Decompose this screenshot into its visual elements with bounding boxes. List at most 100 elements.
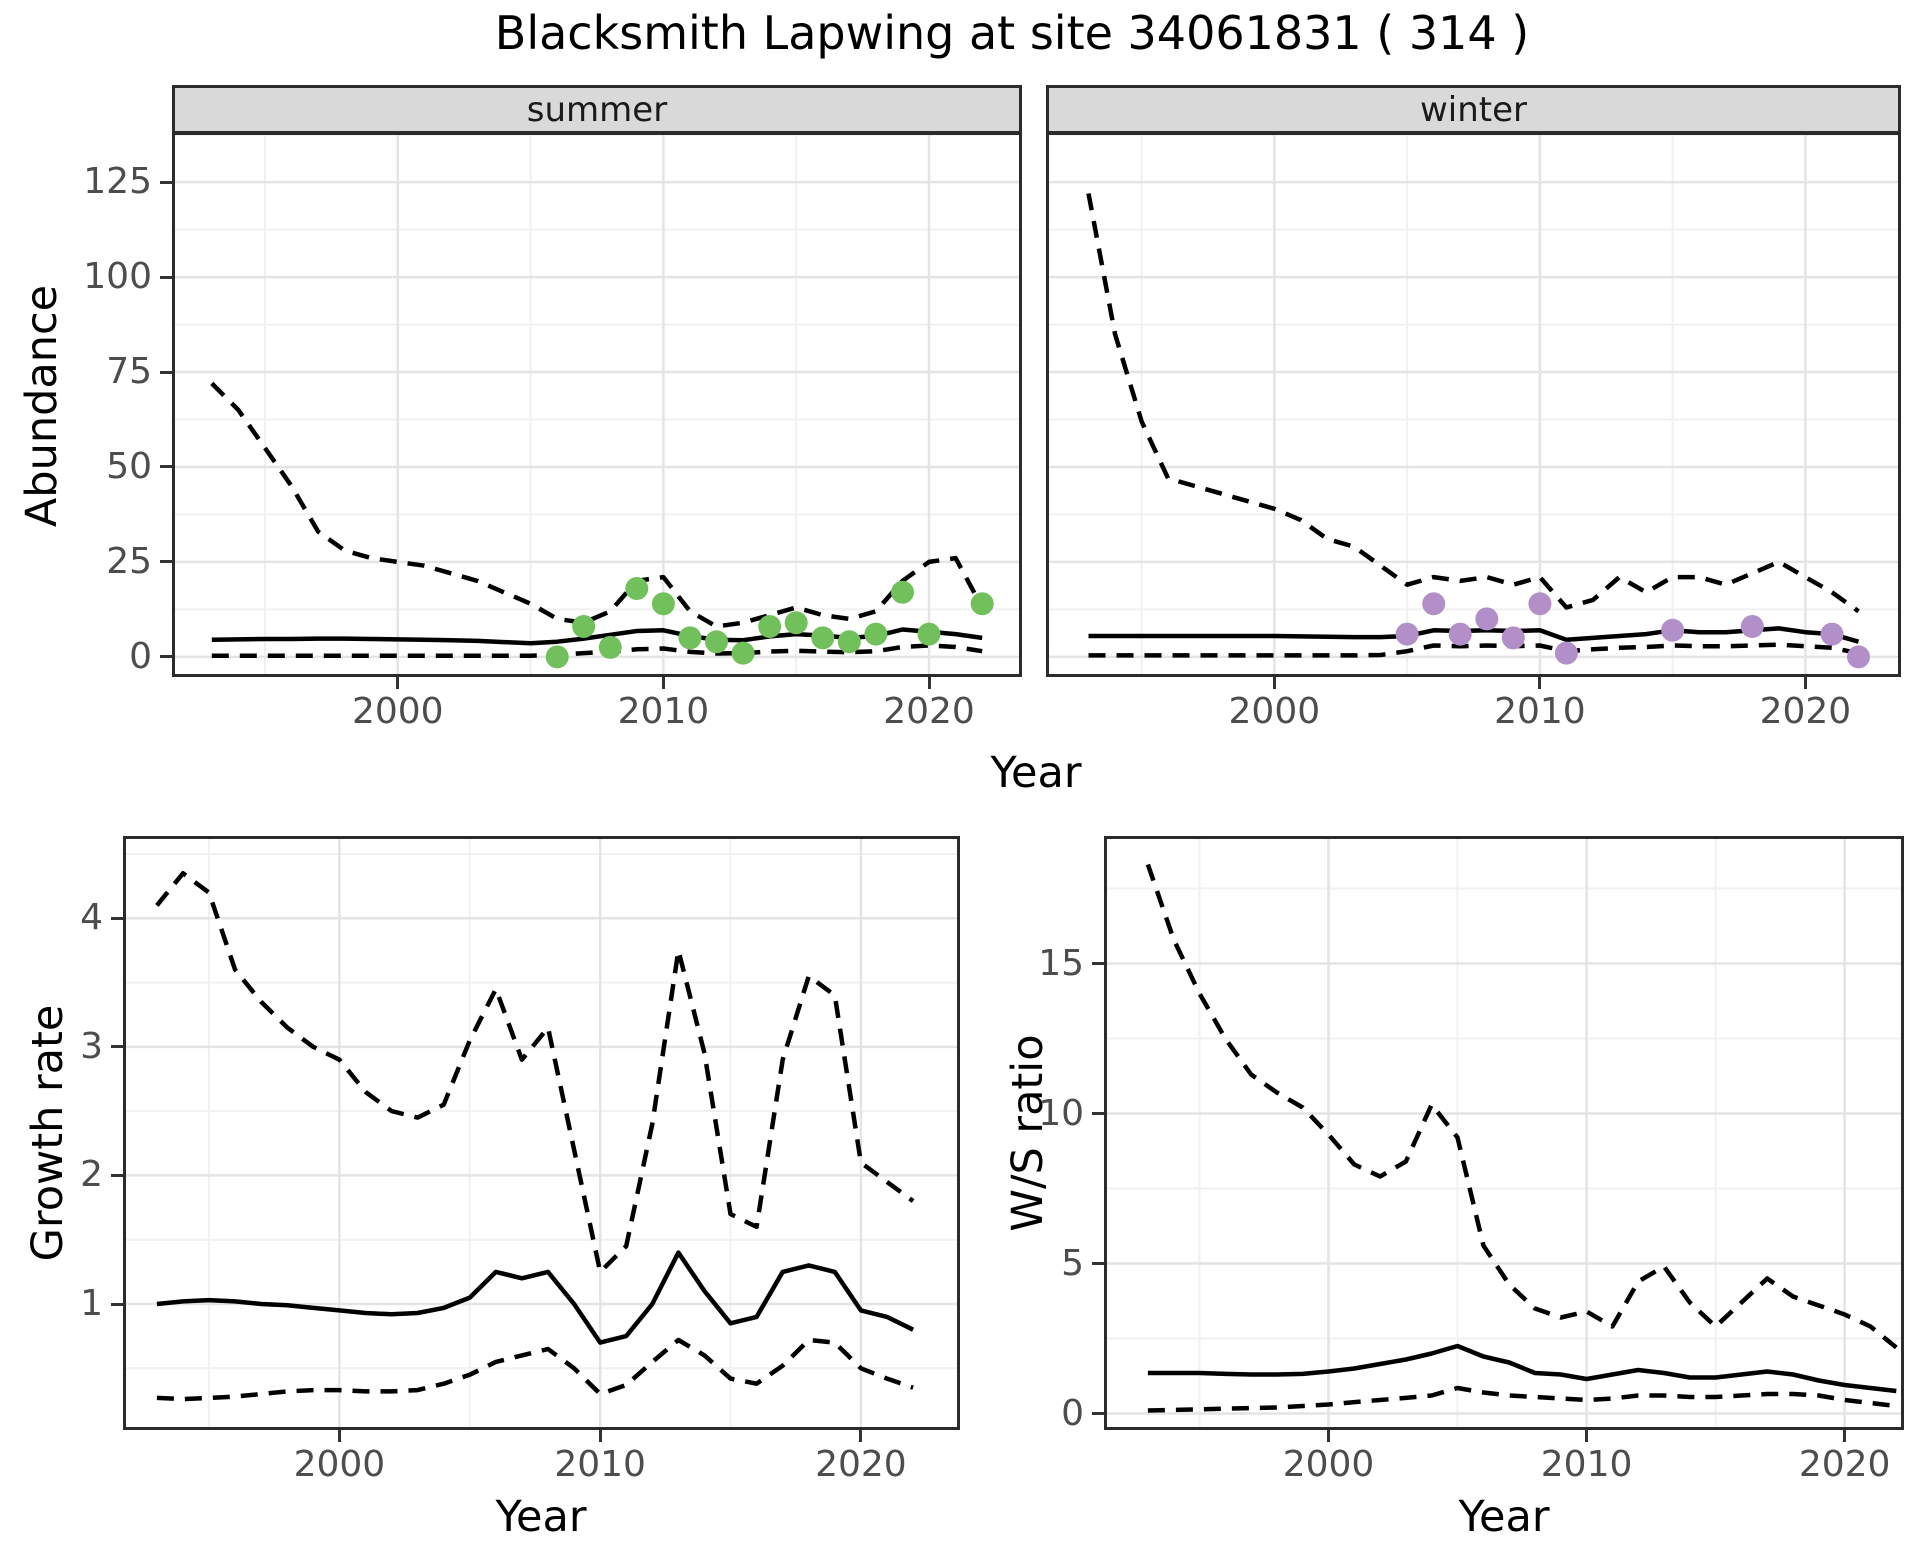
facet-label-winter: winter [1419,89,1528,130]
data-point-abundance_summer [837,630,861,654]
x-tick-mark [1585,1430,1589,1442]
panel-ws-ratio [1104,836,1904,1430]
y-tick-mark [1092,1262,1104,1265]
series-upper_ci [210,381,985,629]
data-point-abundance_summer [917,622,941,646]
chart-plot-area-growth_rate [123,836,960,1430]
facet-strip-summer: summer [172,85,1022,134]
y-tick-mark [160,655,172,659]
series-lower_ci [1147,1385,1897,1413]
data-point-abundance_winter [1847,645,1870,669]
y-tick-mark [160,370,172,374]
x-tick-label: 2010 [1494,691,1586,732]
data-point-abundance_summer [784,611,808,635]
x-tick-label: 2020 [1759,691,1852,732]
y-tick-mark [160,180,172,184]
y-tick-mark [1092,1112,1104,1115]
y-tick-mark [111,1045,123,1049]
data-point-abundance_summer [705,630,728,654]
series-median [1088,626,1860,644]
x-tick-mark [1538,677,1542,689]
x-tick-label: 2010 [617,691,710,732]
x-axis-title-year-top: Year [990,748,1082,798]
y-tick-mark [111,916,123,920]
x-axis-title-year-growth: Year [495,1492,587,1542]
data-point-abundance_winter [1501,626,1525,650]
series-upper_ci [1086,193,1860,614]
data-point-abundance_winter [1475,607,1499,631]
data-point-abundance_summer [651,592,675,616]
y-tick-label: 15 [1038,942,1084,984]
data-point-abundance_winter [1554,641,1578,665]
facet-label-summer: summer [526,89,668,130]
facet-strip-winter: winter [1046,85,1901,134]
panel-growth-rate [123,836,960,1430]
x-tick-mark [859,1430,863,1442]
y-tick-label: 2 [80,1154,103,1196]
x-tick-mark [1843,1430,1847,1442]
y-tick-label: 50 [106,445,152,487]
data-point-abundance_summer [731,641,755,665]
x-tick-label: 2000 [1228,691,1321,732]
y-tick-mark [160,560,172,564]
chart-plot-area-abundance_winter [1046,132,1901,677]
x-tick-mark [661,677,665,689]
y-tick-label: 0 [129,635,152,677]
x-tick-mark [598,1430,602,1442]
chart-title: Blacksmith Lapwing at site 34061831 ( 31… [494,6,1530,60]
y-tick-mark [111,1302,123,1306]
series-upper_ci [155,871,915,1275]
data-point-abundance_summer [598,635,622,659]
x-tick-label: 2020 [1798,1444,1891,1485]
series-lower_ci [211,643,983,658]
x-tick-label: 2010 [1540,1444,1633,1485]
y-tick-label: 25 [106,540,152,582]
data-point-abundance_winter [1661,618,1685,642]
y-tick-label: 125 [83,161,152,203]
chart-plot-area-ws_ratio [1104,836,1904,1430]
panel-abundance-summer [172,132,1022,677]
x-tick-label: 2010 [554,1444,646,1485]
x-tick-mark [396,677,400,689]
panel-abundance-winter [1046,132,1901,677]
series-upper_ci [1145,863,1898,1350]
data-point-abundance_summer [970,592,994,616]
data-point-abundance_summer [864,622,888,646]
x-tick-label: 2020 [883,691,975,732]
series-median [156,1250,915,1345]
y-tick-mark [160,275,172,279]
data-point-abundance_summer [625,577,649,600]
x-tick-label: 2000 [351,691,444,732]
series-lower_ci [156,1337,914,1402]
data-point-abundance_summer [891,580,914,604]
series-lower_ci [1088,642,1859,658]
data-point-abundance_summer [678,626,702,650]
y-tick-label: 10 [1038,1092,1084,1134]
chart-plot-area-abundance_summer [172,132,1022,677]
panel-border [1046,132,1901,677]
y-tick-mark [1092,962,1104,965]
y-tick-label: 4 [80,897,103,939]
y-axis-title-abundance: Abundance [17,284,67,528]
y-tick-label: 3 [80,1025,103,1067]
data-point-abundance_winter [1820,622,1844,646]
y-tick-mark [1092,1412,1104,1415]
y-tick-label: 0 [1061,1392,1084,1434]
data-point-abundance_winter [1528,592,1552,616]
panel-border [123,836,960,1430]
series-median [1147,1343,1897,1394]
x-tick-mark [337,1430,341,1442]
y-tick-label: 5 [1061,1242,1084,1284]
x-tick-mark [1327,1430,1331,1442]
data-point-abundance_summer [572,615,596,638]
y-tick-mark [160,465,172,469]
x-tick-mark [927,677,931,689]
y-tick-label: 75 [106,351,152,393]
x-tick-mark [1272,677,1276,689]
x-tick-mark [1803,677,1807,689]
x-axis-title-year-ws: Year [1458,1492,1550,1542]
data-point-abundance_summer [758,615,782,638]
data-point-abundance_winter [1422,592,1446,616]
x-tick-label: 2000 [293,1444,386,1485]
